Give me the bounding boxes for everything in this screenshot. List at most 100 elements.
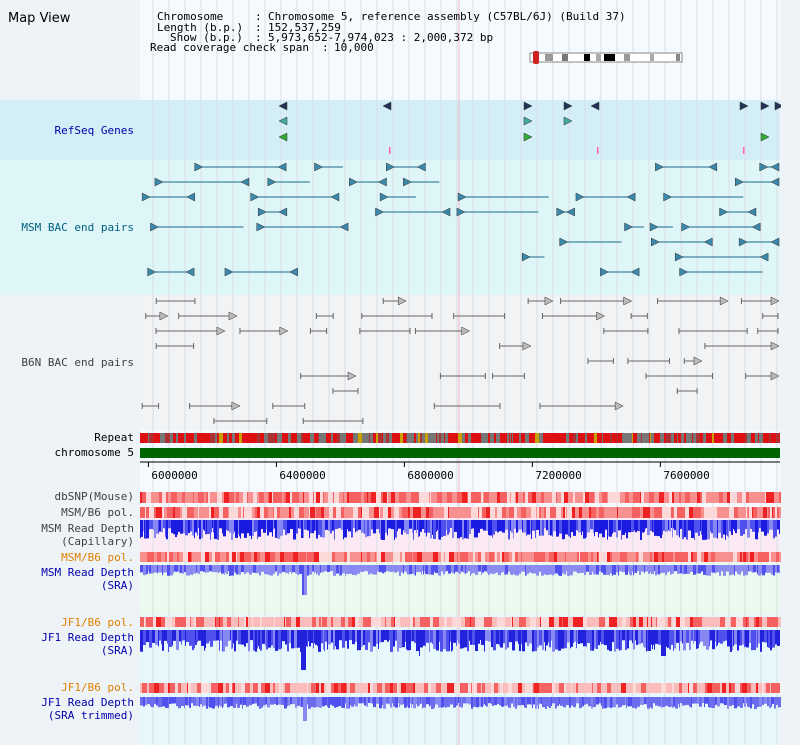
axis-tick-label: 7200000: [535, 469, 581, 482]
jf1-read-depth-trim-label[interactable]: JF1 Read Depth: [41, 696, 134, 709]
heat-segment: [240, 552, 244, 562]
repeat-segment: [706, 433, 710, 443]
depth-bar: [515, 697, 517, 709]
depth-bar: [452, 520, 454, 539]
heat-segment: [268, 507, 273, 518]
depth-bar: [590, 630, 592, 651]
depth-bar: [204, 520, 205, 531]
heat-segment: [170, 552, 173, 562]
depth-bar: [414, 520, 416, 531]
depth-bar: [613, 697, 616, 708]
depth-bar: [174, 697, 176, 704]
msm-bac-end: [339, 222, 349, 232]
heat-segment: [589, 492, 594, 503]
heat-segment: [263, 683, 265, 693]
heat-segment: [399, 683, 400, 693]
depth-bar: [410, 630, 411, 650]
polymorphism-heat-tracks[interactable]: [140, 492, 783, 693]
heat-segment: [175, 617, 177, 627]
depth-bar: [301, 630, 303, 670]
heat-segment: [737, 492, 742, 503]
depth-bar: [775, 565, 777, 573]
depth-bar: [483, 520, 486, 531]
chromosome-bar[interactable]: [140, 448, 780, 458]
msm-bac-label[interactable]: MSM BAC end pairs: [21, 221, 134, 234]
chromosome-label[interactable]: chromosome 5: [55, 446, 134, 459]
heat-segment: [293, 552, 298, 562]
depth-bar: [249, 697, 250, 706]
repeat-segment: [650, 433, 651, 443]
msm-b6-pol-label-2[interactable]: MSM/B6 pol.: [61, 551, 134, 564]
msm-b6-pol-label-1[interactable]: MSM/B6 pol.: [61, 506, 134, 519]
depth-bar: [438, 697, 441, 708]
depth-bar: [276, 697, 278, 706]
depth-bar: [720, 697, 723, 704]
depth-bar: [416, 520, 417, 534]
heat-segment: [227, 617, 231, 627]
depth-bar: [539, 565, 541, 572]
heat-segment: [619, 552, 620, 562]
heat-segment: [680, 552, 684, 562]
heat-segment: [364, 492, 367, 503]
heat-segment: [206, 617, 207, 627]
depth-bar: [456, 630, 457, 646]
jf1-b6-pol-label-1[interactable]: JF1/B6 pol.: [61, 616, 134, 629]
depth-bar: [267, 520, 269, 536]
repeat-segment: [437, 433, 439, 443]
jf1-read-depth-sra-label[interactable]: JF1 Read Depth: [41, 631, 134, 644]
depth-bar: [229, 565, 231, 576]
heat-segment: [303, 492, 304, 503]
heat-segment: [685, 507, 689, 518]
b6n-bac-label[interactable]: B6N BAC end pairs: [21, 356, 134, 369]
b6n-bac-end: [770, 371, 780, 381]
repeat-segment: [494, 433, 496, 443]
depth-bar: [460, 520, 462, 537]
heat-segment: [216, 617, 218, 627]
heat-segment: [510, 492, 511, 503]
refseq-genes-label[interactable]: RefSeq Genes: [55, 124, 134, 137]
refseq-genes-track[interactable]: [278, 101, 784, 154]
depth-bar: [381, 630, 384, 643]
heat-segment: [705, 683, 707, 693]
heat-segment: [211, 683, 213, 693]
b6n-bac-track[interactable]: [141, 296, 780, 424]
heat-segment: [755, 683, 756, 693]
depth-bar: [625, 630, 627, 651]
repeat-segment: [587, 433, 591, 443]
depth-bar: [517, 565, 519, 576]
heat-segment: [747, 683, 751, 693]
chromosome-ideogram[interactable]: [529, 51, 683, 64]
heat-segment: [775, 683, 776, 693]
depth-bar: [186, 630, 189, 643]
depth-bar: [475, 630, 478, 652]
heat-segment: [204, 683, 208, 693]
depth-bar: [370, 697, 372, 704]
heat-segment: [218, 683, 223, 693]
repeat-segment: [611, 433, 612, 443]
depth-bar: [374, 565, 377, 575]
heat-segment: [344, 492, 347, 503]
depth-bar: [309, 565, 312, 575]
msm-read-depth-sra-label[interactable]: MSM Read Depth: [41, 566, 134, 579]
repeat-track[interactable]: [140, 433, 780, 443]
read-depth-tracks[interactable]: [140, 520, 782, 721]
msm-bac-track[interactable]: [141, 162, 780, 277]
dbsnp-label[interactable]: dbSNP(Mouse): [55, 490, 134, 503]
jf1-b6-pol-label-2[interactable]: JF1/B6 pol.: [61, 681, 134, 694]
depth-bar: [505, 565, 508, 575]
repeat-segment: [566, 433, 569, 443]
heat-segment: [593, 683, 594, 693]
msm-read-depth-cap-label[interactable]: MSM Read Depth: [41, 522, 134, 535]
refseq-gene-feature: [523, 116, 533, 126]
depth-bar: [589, 565, 592, 575]
heat-segment: [552, 492, 556, 503]
heat-segment: [566, 683, 571, 693]
depth-bar: [206, 520, 207, 534]
depth-bar: [403, 520, 404, 531]
depth-bar: [466, 697, 469, 704]
depth-bar: [199, 520, 201, 540]
depth-bar: [613, 565, 616, 575]
repeat-label[interactable]: Repeat: [94, 431, 134, 444]
depth-bar: [715, 630, 716, 642]
